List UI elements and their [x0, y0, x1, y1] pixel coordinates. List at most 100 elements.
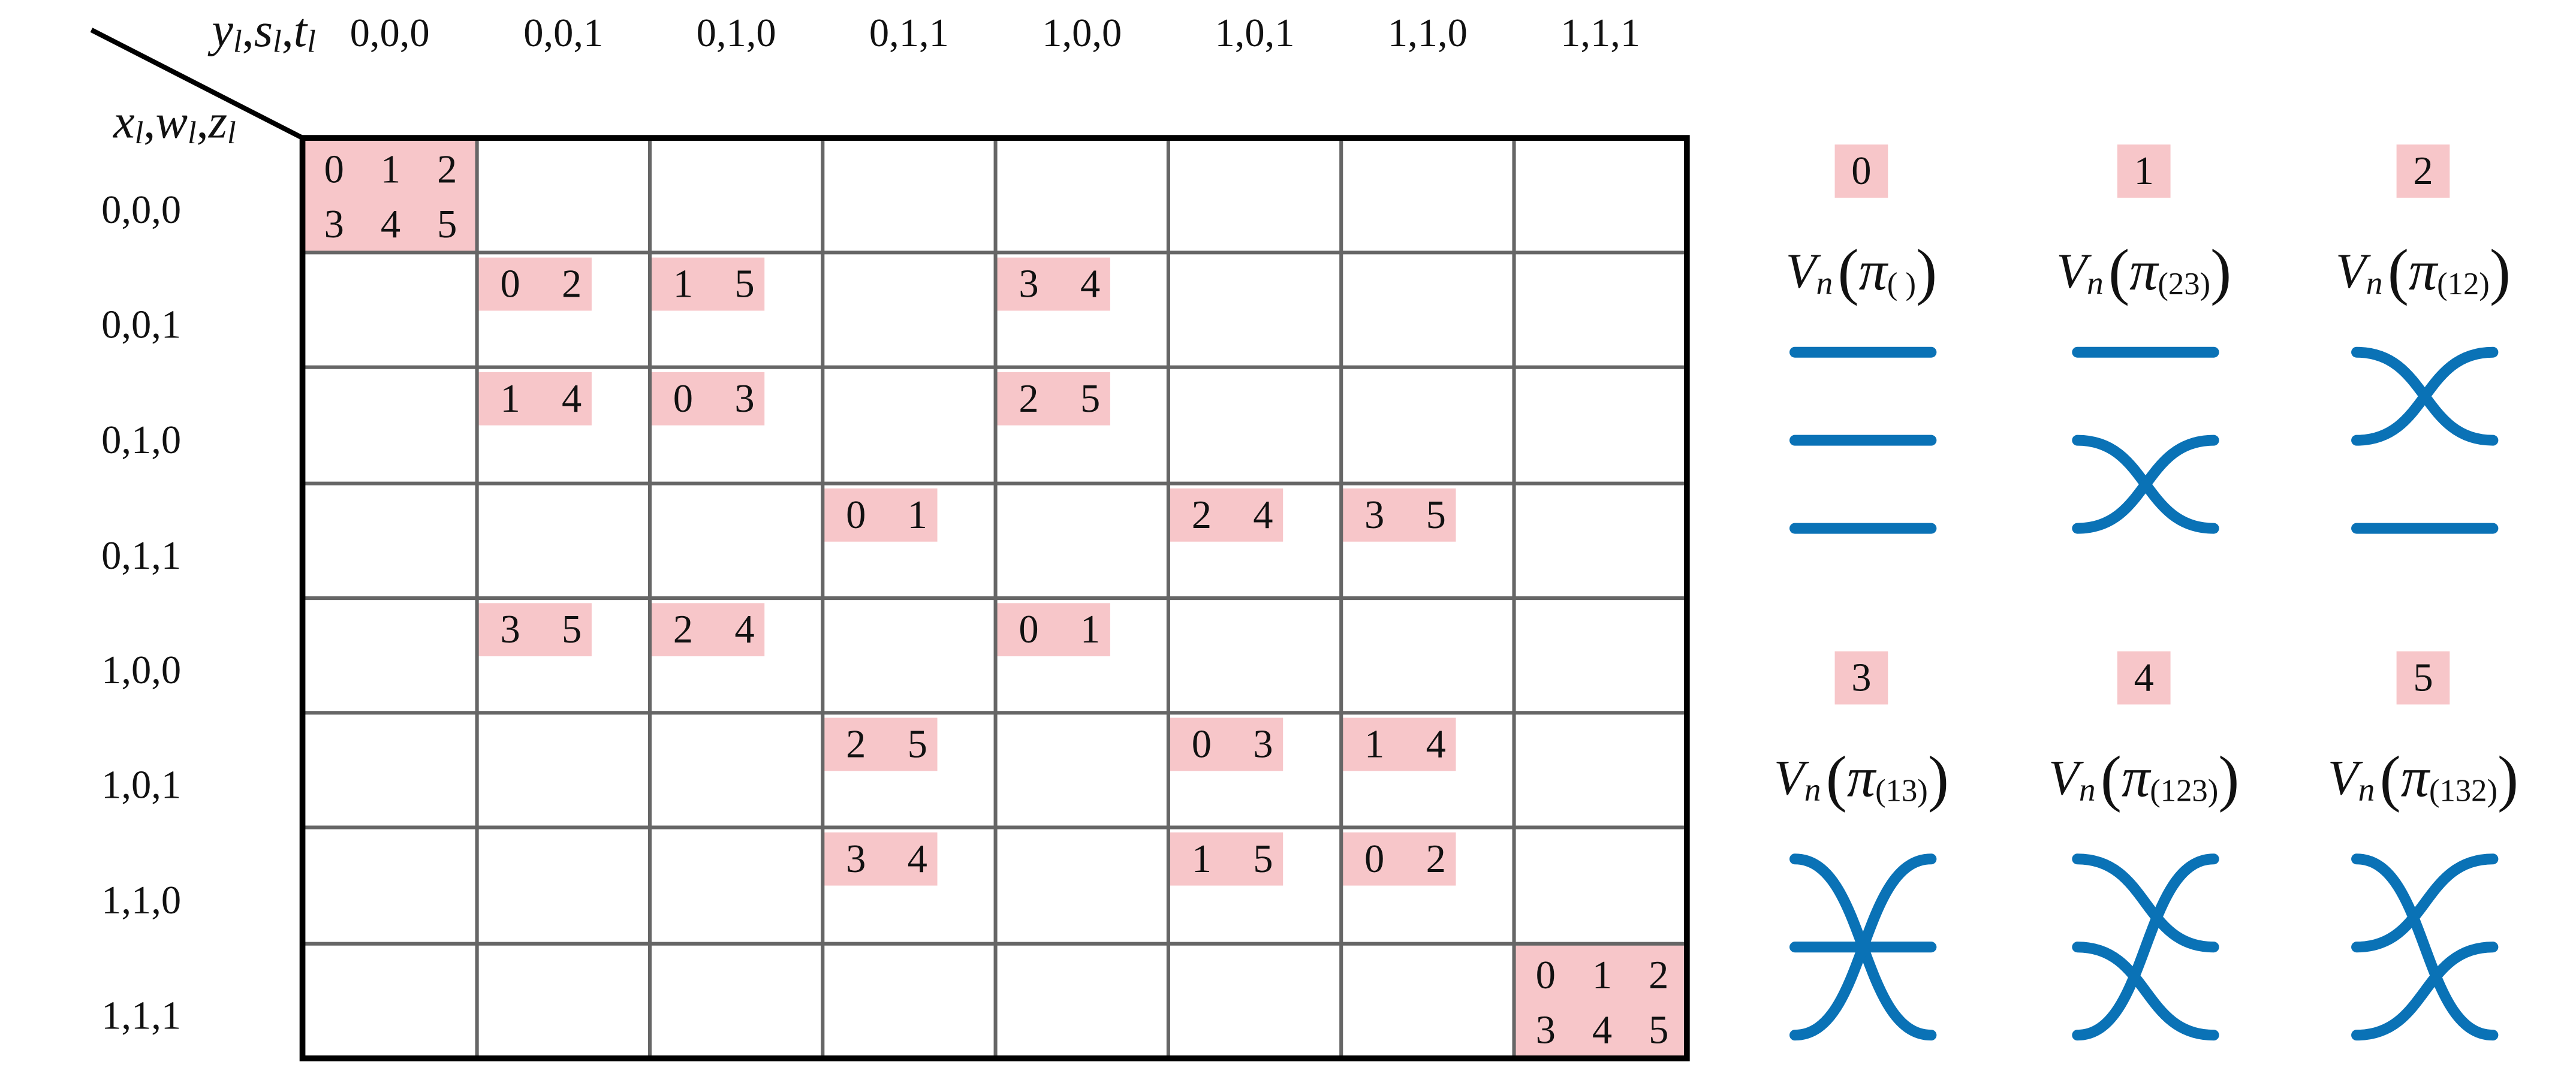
cell-number: 3	[846, 837, 866, 881]
operator: V	[2336, 243, 2371, 298]
index-box	[1834, 651, 1888, 705]
index-box	[2396, 144, 2450, 198]
cell-number: 3	[1019, 263, 1038, 306]
separator: ,	[197, 95, 209, 148]
cell-highlight	[1342, 488, 1456, 542]
cell-number: 1	[673, 263, 693, 306]
wire	[2072, 435, 2219, 534]
cell-highlight	[997, 603, 1110, 657]
cell-number: 0	[1364, 837, 1384, 881]
cell-highlight	[1170, 832, 1284, 886]
cell-number: 5	[562, 608, 582, 651]
permutation-subscript: ( )	[1887, 267, 1916, 301]
wire	[2072, 853, 2219, 1041]
close-paren: )	[2497, 743, 2518, 813]
close-paren: )	[2218, 743, 2239, 813]
cell-number: 5	[1253, 837, 1273, 881]
cell-number: 4	[1592, 1008, 1612, 1052]
cell-number: 2	[562, 263, 582, 306]
cell-number: 4	[1426, 722, 1446, 766]
wire	[2351, 346, 2499, 446]
variable: y	[207, 3, 233, 56]
cell-number: 1	[1364, 722, 1384, 766]
cell-number: 1	[381, 147, 400, 191]
cell-number: 4	[908, 837, 927, 881]
table-border	[299, 135, 1690, 1061]
symbol: π	[1847, 746, 1877, 808]
permutation-subscript: (12)	[2437, 267, 2490, 301]
cell-number: 0	[324, 147, 344, 191]
column-header: 0,0,1	[523, 11, 603, 55]
permutation-index: 0	[1851, 149, 1871, 193]
cell-highlight	[1342, 832, 1456, 886]
row-header: 0,1,0	[101, 418, 181, 462]
cell-number: 0	[500, 263, 520, 306]
permutation-index: 4	[2134, 656, 2154, 700]
cell-number: 3	[500, 608, 520, 651]
operator-subscript: n	[1816, 264, 1833, 301]
permutation-label: Vn (π( ))	[1786, 236, 1937, 306]
cell-highlight	[1342, 717, 1456, 771]
permutation-index: 2	[2413, 149, 2433, 193]
cell-number: 5	[1426, 493, 1446, 537]
cell-number: 3	[734, 377, 754, 421]
open-paren: (	[1838, 236, 1859, 306]
wire	[1789, 853, 1937, 1041]
wire	[2072, 853, 2219, 953]
variable-header: yl,sl,tl	[207, 3, 315, 59]
row-header: 0,1,1	[101, 534, 181, 578]
operator-subscript: n	[2079, 771, 2096, 807]
cell-highlight	[997, 257, 1110, 311]
cell-highlight	[478, 372, 592, 426]
symbol: π	[1859, 240, 1889, 302]
separator: ,	[282, 3, 294, 56]
variable: t	[294, 3, 308, 56]
operator: V	[1786, 243, 1821, 298]
cell-number: 1	[1192, 837, 1212, 881]
cell-number: 4	[1253, 493, 1273, 537]
cell-number: 0	[1536, 954, 1556, 997]
symbol: π	[2122, 746, 2152, 808]
cell-number: 0	[1019, 608, 1038, 651]
cell-highlight	[304, 139, 475, 251]
operator: V	[2056, 243, 2092, 298]
close-paren: )	[2210, 236, 2231, 306]
row-header: 1,0,1	[101, 763, 181, 807]
cell-number: 4	[734, 608, 754, 651]
index-box	[2396, 651, 2450, 705]
permutation-index: 3	[1851, 656, 1871, 700]
permutation-subscript: (132)	[2429, 774, 2497, 808]
permutation-subscript: (23)	[2158, 267, 2210, 301]
permutation-index: 5	[2413, 656, 2433, 700]
close-paren: )	[1928, 743, 1949, 813]
variable-subscript: l	[233, 24, 242, 59]
cell-number: 5	[437, 203, 457, 246]
cell-highlight	[651, 372, 765, 426]
open-paren: (	[2388, 236, 2409, 306]
operator-subscript: n	[2087, 264, 2104, 301]
cell-highlight	[1516, 945, 1686, 1057]
cell-number: 1	[1592, 954, 1612, 997]
column-header: 0,1,0	[697, 11, 776, 55]
column-header: 0,0,0	[350, 11, 430, 55]
permutation-label: Vn (π(132))	[2328, 743, 2518, 813]
permutation-subscript: (123)	[2150, 774, 2218, 808]
operator: V	[2048, 750, 2084, 805]
open-paren: (	[2108, 236, 2129, 306]
variable-subscript: l	[307, 24, 316, 59]
index-box	[2117, 651, 2171, 705]
cell-number: 3	[1536, 1008, 1556, 1052]
variable: s	[254, 3, 273, 56]
cell-number: 3	[1364, 493, 1384, 537]
wire	[2351, 853, 2499, 953]
variable: z	[208, 95, 227, 148]
operator: V	[2328, 750, 2363, 805]
open-paren: (	[1826, 743, 1847, 813]
cell-number: 2	[1649, 954, 1668, 997]
cell-number: 4	[381, 203, 400, 246]
cell-number: 2	[1426, 837, 1446, 881]
symbol: π	[2401, 746, 2431, 808]
cell-number: 4	[1080, 263, 1100, 306]
cell-highlight	[824, 832, 938, 886]
